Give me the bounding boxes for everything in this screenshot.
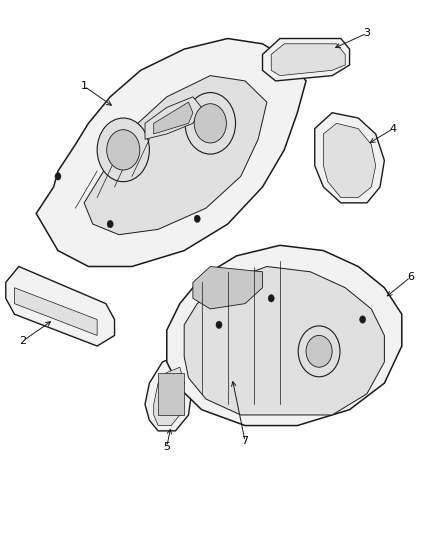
Text: 2: 2 xyxy=(20,336,27,346)
Circle shape xyxy=(55,173,61,180)
Circle shape xyxy=(194,104,226,143)
Polygon shape xyxy=(323,123,376,198)
Circle shape xyxy=(107,130,140,170)
Circle shape xyxy=(360,316,366,323)
Text: 4: 4 xyxy=(389,124,397,134)
Polygon shape xyxy=(154,367,184,425)
Text: 3: 3 xyxy=(364,28,371,38)
Circle shape xyxy=(298,326,340,377)
Circle shape xyxy=(97,118,149,182)
Circle shape xyxy=(216,321,222,328)
Circle shape xyxy=(194,215,200,222)
Polygon shape xyxy=(84,76,267,235)
Circle shape xyxy=(268,295,274,302)
Polygon shape xyxy=(36,38,306,266)
Polygon shape xyxy=(315,113,385,203)
Polygon shape xyxy=(6,266,115,346)
Polygon shape xyxy=(262,38,350,81)
Polygon shape xyxy=(14,288,97,335)
Polygon shape xyxy=(193,266,262,309)
Circle shape xyxy=(306,335,332,367)
Text: 7: 7 xyxy=(241,437,249,447)
Circle shape xyxy=(107,220,113,228)
Polygon shape xyxy=(145,357,193,431)
Circle shape xyxy=(185,93,236,154)
Text: 5: 5 xyxy=(163,442,170,452)
Polygon shape xyxy=(167,245,402,425)
Text: 1: 1 xyxy=(81,81,88,91)
Bar xyxy=(158,373,184,415)
Polygon shape xyxy=(271,44,345,76)
Text: 6: 6 xyxy=(407,272,414,282)
Polygon shape xyxy=(145,97,201,139)
Polygon shape xyxy=(154,102,193,134)
Polygon shape xyxy=(184,266,385,415)
